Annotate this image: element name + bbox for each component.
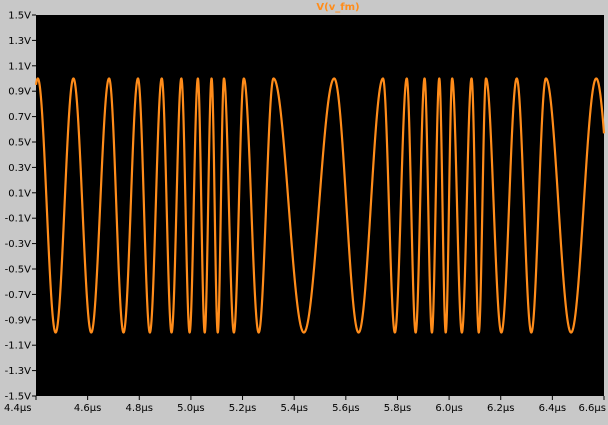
y-tick-label: 0.3V <box>8 163 31 174</box>
x-tick-label: 6.0µs <box>435 403 462 414</box>
y-tick-label: 1.3V <box>8 36 31 47</box>
y-tick-label: 1.1V <box>8 61 31 72</box>
x-tick-label: 4.4µs <box>4 403 31 414</box>
y-tick-label: -0.1V <box>5 214 32 225</box>
x-tick-label: 6.2µs <box>487 403 514 414</box>
y-tick-label: -0.9V <box>5 315 32 326</box>
x-tick-label: 5.0µs <box>177 403 204 414</box>
y-tick-label: -0.7V <box>5 290 32 301</box>
x-tick-label: 4.6µs <box>74 403 101 414</box>
y-tick-label: -0.3V <box>5 239 32 250</box>
x-tick-label: 6.6µs <box>579 403 606 414</box>
y-tick-label: -0.5V <box>5 265 32 276</box>
y-tick-label: -1.5V <box>5 392 32 403</box>
x-tick-label: 5.6µs <box>332 403 359 414</box>
x-axis-ticks: 4.4µs 4.6µs 4.8µs 5.0µs 5.2µs 5.4µs 5.6µs 5.8µs… <box>4 396 606 414</box>
y-axis-ticks: 1.5V 1.3V 1.1V 0.9V 0.7V 0.5V 0.3V 0.1V -0.1V -0.… <box>5 11 36 403</box>
y-tick-label: 0.1V <box>8 188 31 199</box>
x-tick-label: 5.2µs <box>229 403 256 414</box>
x-tick-label: 5.4µs <box>280 403 307 414</box>
y-tick-label: 1.5V <box>8 11 31 22</box>
y-tick-label: 0.7V <box>8 112 31 123</box>
x-tick-label: 4.8µs <box>126 403 153 414</box>
x-tick-label: 6.4µs <box>539 403 566 414</box>
series-line-v-fm <box>34 77 606 334</box>
y-tick-label: 0.9V <box>8 87 31 98</box>
plot-title[interactable]: V(v_fm) <box>316 2 359 13</box>
y-tick-label: -1.1V <box>5 341 32 352</box>
y-tick-label: -1.3V <box>5 366 32 377</box>
y-tick-label: 0.5V <box>8 138 31 149</box>
trace-layer <box>34 77 606 334</box>
x-tick-label: 5.8µs <box>384 403 411 414</box>
